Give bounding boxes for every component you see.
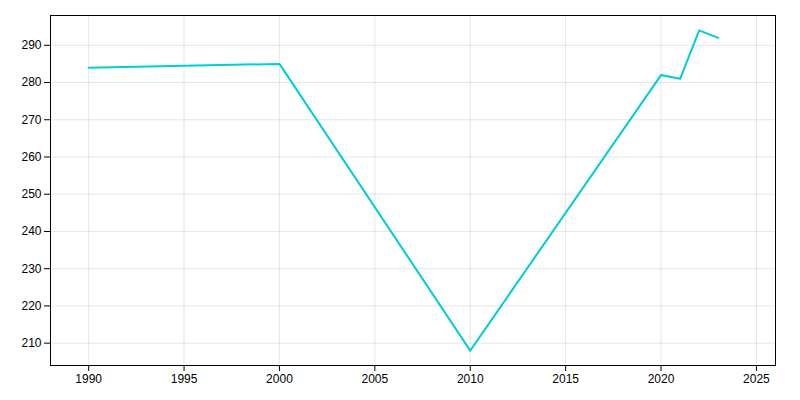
svg-text:250: 250	[21, 187, 41, 201]
svg-text:230: 230	[21, 262, 41, 276]
svg-text:290: 290	[21, 38, 41, 52]
svg-text:1995: 1995	[171, 372, 198, 386]
svg-text:220: 220	[21, 299, 41, 313]
svg-text:240: 240	[21, 224, 41, 238]
svg-text:2000: 2000	[266, 372, 293, 386]
svg-text:1990: 1990	[75, 372, 102, 386]
svg-text:2015: 2015	[552, 372, 579, 386]
svg-text:280: 280	[21, 75, 41, 89]
svg-text:2020: 2020	[648, 372, 675, 386]
svg-text:2005: 2005	[361, 372, 388, 386]
svg-text:2025: 2025	[743, 372, 770, 386]
svg-text:2010: 2010	[457, 372, 484, 386]
svg-text:260: 260	[21, 150, 41, 164]
svg-text:210: 210	[21, 336, 41, 350]
svg-text:270: 270	[21, 113, 41, 127]
